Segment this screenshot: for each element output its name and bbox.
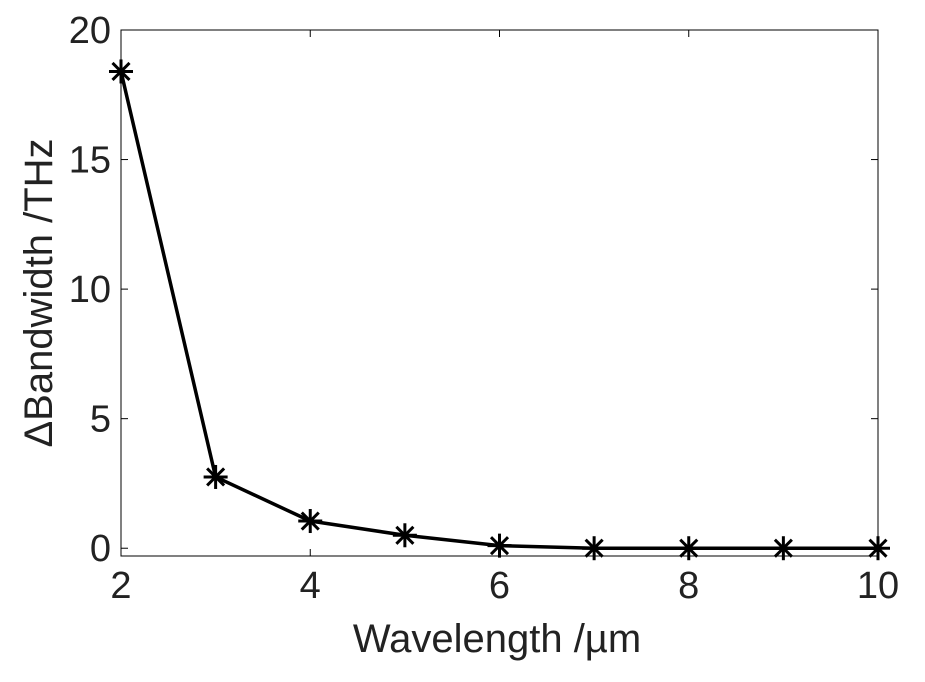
- x-tick-label: 6: [489, 565, 510, 607]
- plot-area: [120, 29, 879, 557]
- y-tick-label: 5: [90, 399, 111, 441]
- series-line: [119, 71, 878, 550]
- y-tick-label: 10: [69, 269, 111, 311]
- x-axis-label: Wavelength /µm: [353, 617, 641, 661]
- y-tick-label: 20: [69, 10, 111, 52]
- data-point-marker: [866, 536, 890, 561]
- x-tick-label: 4: [300, 565, 321, 607]
- data-point-marker: [298, 509, 323, 534]
- data-point-marker: [109, 59, 133, 84]
- data-point-marker: [487, 533, 512, 558]
- data-point-marker: [771, 536, 796, 561]
- y-tick-label: 15: [69, 140, 111, 182]
- data-point-marker: [582, 536, 607, 561]
- data-point-marker: [203, 464, 228, 489]
- data-point-marker: [676, 536, 701, 561]
- x-tick-label: 10: [857, 565, 899, 607]
- x-tick-label: 2: [110, 565, 131, 607]
- y-axis-label: ΔBandwidth /THz: [17, 138, 61, 447]
- y-tick-label: 0: [90, 528, 111, 570]
- x-tick-label: 8: [678, 565, 699, 607]
- data-point-marker: [392, 523, 417, 548]
